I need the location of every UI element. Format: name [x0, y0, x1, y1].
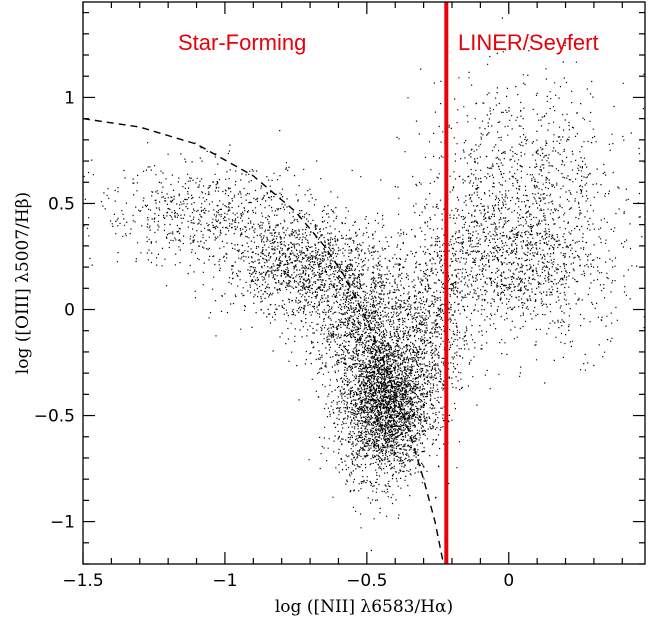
y-tick-label: 0 — [64, 301, 75, 321]
plot-frame — [82, 1, 646, 565]
y-tick-label: −0.5 — [34, 407, 75, 427]
x-tick-label: −1 — [212, 571, 237, 591]
y-tick-label: 0.5 — [48, 194, 75, 214]
y-axis-label: log ([OIII] λ5007/Hβ) — [13, 192, 33, 374]
scatter-point-cloud — [83, 17, 645, 552]
axis-ticks — [82, 2, 645, 565]
star-forming-label: Star-Forming — [178, 30, 306, 55]
x-axis-label: log ([NII] λ6583/Hα) — [275, 597, 453, 617]
dashed-demarcation-curve — [82, 117, 445, 565]
x-tick-label: −1.5 — [62, 571, 103, 591]
liner-seyfert-label: LINER/Seyfert — [458, 30, 599, 55]
scatter-points — [83, 17, 645, 552]
y-tick-label: 1 — [64, 88, 75, 108]
tick-labels: −1.5 −1 −0.5 0 −1 −0.5 0 0.5 1 — [34, 88, 514, 591]
y-tick-label: −1 — [50, 513, 75, 533]
x-tick-label: −0.5 — [346, 571, 387, 591]
x-tick-label: 0 — [503, 571, 514, 591]
